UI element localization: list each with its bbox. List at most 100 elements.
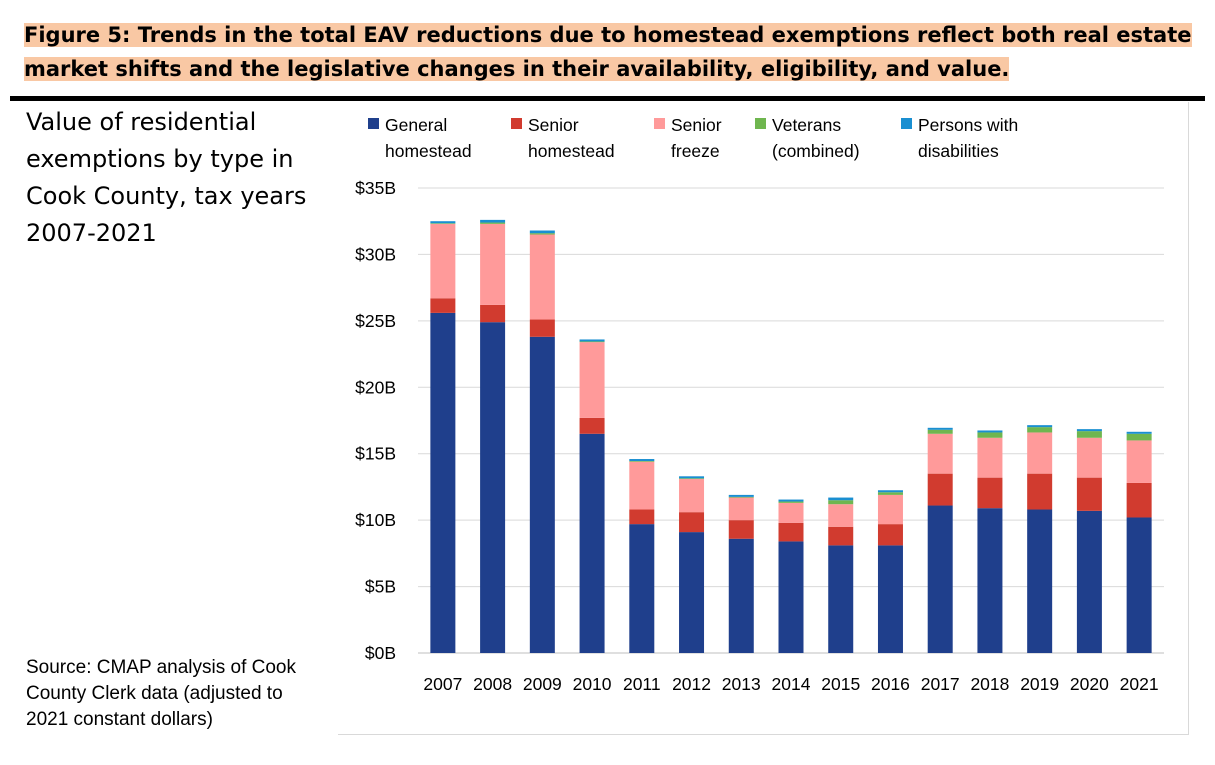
- legend-swatch-general-homestead: [368, 118, 379, 129]
- y-tick-label: $0B: [365, 643, 396, 663]
- bar-segment-senior-homestead: [877, 524, 903, 546]
- chart-subtitle: Value of residential exemptions by type …: [26, 108, 307, 247]
- chart-area: General homestead Senior homestead Senio…: [338, 102, 1189, 735]
- bar-segment-persons-with-disabilities: [728, 494, 754, 497]
- bar-segment-senior-homestead: [629, 509, 655, 525]
- legend-label-senior-homestead: Senior homestead: [528, 115, 615, 161]
- bar-segment-veterans-combined-: [480, 222, 506, 224]
- bar-segment-general-homestead: [480, 322, 506, 653]
- bar-segment-senior-freeze: [629, 461, 655, 510]
- bar-segment-senior-homestead: [529, 319, 555, 337]
- x-tick-label: 2012: [672, 674, 711, 694]
- bar-segment-senior-homestead: [977, 477, 1003, 509]
- stacked-bar-chart: $0B $5B $10B $15B $20B $25B $30B $35B 2007 2008 20…: [355, 178, 1164, 694]
- y-tick-label: $30B: [355, 244, 396, 264]
- source-note: Source: CMAP analysis of Cook County Cle…: [26, 657, 296, 730]
- bar-segment-persons-with-disabilities: [927, 427, 953, 430]
- bar-segment-senior-freeze: [728, 497, 754, 521]
- x-tick-label: 2013: [722, 674, 761, 694]
- bar-segment-veterans-combined-: [430, 223, 456, 224]
- bar-segment-senior-freeze: [1027, 432, 1053, 474]
- bar-segment-senior-freeze: [480, 223, 506, 305]
- bar-segment-general-homestead: [1076, 510, 1102, 653]
- bar-segment-general-homestead: [679, 532, 705, 653]
- legend-swatch-persons-with-disabilities: [901, 118, 912, 129]
- bar-segment-general-homestead: [629, 524, 655, 653]
- bar-segment-senior-freeze: [778, 502, 804, 523]
- legend-swatch-senior-freeze: [654, 118, 665, 129]
- bar-segment-senior-freeze: [579, 342, 605, 418]
- x-tick-label: 2021: [1120, 674, 1159, 694]
- bar-segment-persons-with-disabilities: [480, 219, 506, 223]
- bar-segment-veterans-combined-: [529, 233, 555, 235]
- bar-segment-general-homestead: [1126, 517, 1152, 653]
- bar-segment-senior-homestead: [579, 417, 605, 434]
- y-tick-label: $10B: [355, 510, 396, 530]
- bar-segment-general-homestead: [579, 433, 605, 653]
- bar-segment-senior-freeze: [1076, 437, 1102, 478]
- legend-label-persons-with-disabilities: Persons with disabilities: [918, 115, 1019, 161]
- figure-title: Figure 5: Trends in the total EAV reduct…: [24, 18, 1194, 86]
- bar-segment-veterans-combined-: [778, 501, 804, 503]
- bar-segment-general-homestead: [828, 545, 854, 653]
- bar-segment-persons-with-disabilities: [877, 490, 903, 493]
- x-tick-label: 2019: [1020, 674, 1059, 694]
- bar-segment-persons-with-disabilities: [1076, 429, 1102, 432]
- bar-segment-senior-homestead: [1027, 473, 1053, 510]
- x-tick-label: 2009: [523, 674, 562, 694]
- bar-segment-general-homestead: [430, 312, 456, 653]
- legend-swatch-veterans: [755, 118, 766, 129]
- bar-segment-senior-freeze: [828, 504, 854, 527]
- bar-segment-veterans-combined-: [679, 478, 705, 479]
- bar-segment-senior-freeze: [877, 494, 903, 525]
- x-tick-label: 2018: [970, 674, 1009, 694]
- bar-segment-persons-with-disabilities: [579, 339, 605, 342]
- x-tick-label: 2015: [821, 674, 860, 694]
- bar-segment-persons-with-disabilities: [778, 499, 804, 502]
- x-tick-label: 2017: [921, 674, 960, 694]
- bar-segment-general-homestead: [728, 538, 754, 653]
- bar-segment-veterans-combined-: [629, 461, 655, 462]
- bar-segment-senior-homestead: [1076, 477, 1102, 511]
- bar-segment-veterans-combined-: [1126, 433, 1152, 441]
- bar-segment-persons-with-disabilities: [828, 497, 854, 501]
- bar-segment-persons-with-disabilities: [529, 230, 555, 234]
- bar-segment-senior-homestead: [728, 520, 754, 539]
- y-tick-label: $25B: [355, 311, 396, 331]
- x-tick-label: 2016: [871, 674, 910, 694]
- bar-segment-veterans-combined-: [877, 492, 903, 495]
- bar-segment-senior-freeze: [430, 223, 456, 299]
- legend-swatch-senior-homestead: [511, 118, 522, 129]
- legend-label-senior-freeze: Senior freeze: [671, 115, 722, 161]
- figure-title-line2: market shifts and the legislative change…: [24, 57, 1010, 81]
- x-tick-label: 2011: [623, 674, 661, 694]
- bar-segment-senior-homestead: [828, 526, 854, 546]
- bar-segment-senior-freeze: [977, 437, 1003, 478]
- bar-segment-veterans-combined-: [579, 341, 605, 343]
- x-tick-label: 2020: [1070, 674, 1109, 694]
- y-tick-label: $15B: [355, 444, 396, 464]
- x-tick-label: 2007: [423, 674, 462, 694]
- bar-segment-senior-homestead: [778, 522, 804, 542]
- bar-segment-veterans-combined-: [728, 496, 754, 498]
- title-rule: [10, 96, 1205, 101]
- bar-segment-senior-freeze: [927, 433, 953, 474]
- bar-segment-veterans-combined-: [828, 500, 854, 505]
- bar-segment-persons-with-disabilities: [679, 476, 705, 479]
- bar-segment-general-homestead: [778, 541, 804, 653]
- bar-segment-general-homestead: [1027, 509, 1053, 653]
- bar-segment-senior-homestead: [430, 298, 456, 313]
- figure-title-line1: Figure 5: Trends in the total EAV reduct…: [24, 23, 1192, 47]
- x-tick-label: 2014: [772, 674, 811, 694]
- bar-segment-senior-freeze: [1126, 440, 1152, 483]
- y-tick-label: $5B: [365, 577, 396, 597]
- bar-segment-senior-freeze: [529, 234, 555, 320]
- legend-label-veterans: Veterans (combined): [772, 115, 860, 161]
- bar-segment-persons-with-disabilities: [1126, 431, 1152, 434]
- x-tick-label: 2010: [573, 674, 612, 694]
- y-tick-label: $35B: [355, 178, 396, 198]
- bar-segment-veterans-combined-: [1027, 427, 1053, 433]
- bar-segment-senior-homestead: [679, 512, 705, 533]
- x-tick-label: 2008: [473, 674, 512, 694]
- bar-segment-senior-freeze: [679, 478, 705, 513]
